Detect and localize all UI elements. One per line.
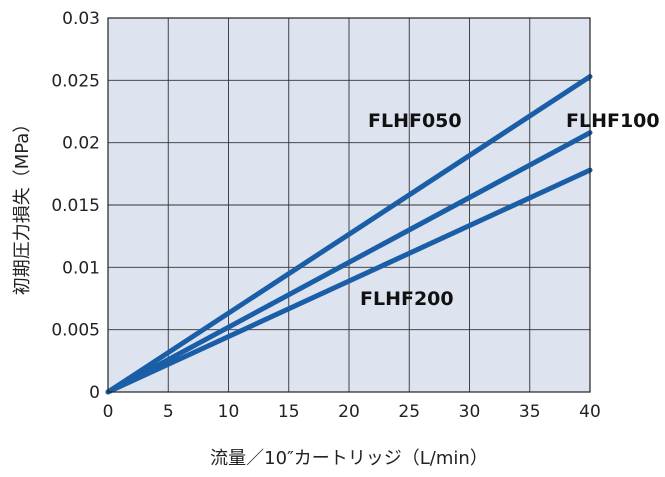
series-label-flhf100: FLHF100: [566, 110, 660, 132]
x-tick-label: 10: [218, 402, 240, 422]
series-line-flhf200: [105, 167, 593, 395]
y-tick-label: 0.03: [62, 9, 100, 29]
y-tick-label: 0.01: [62, 258, 100, 278]
x-tick-label: 0: [103, 402, 114, 422]
y-tick-label: 0.02: [62, 134, 100, 154]
plot-frame: [107, 17, 591, 393]
y-tick-label: 0.025: [51, 71, 100, 91]
y-tick-label: 0.005: [51, 321, 100, 341]
x-tick-label: 40: [579, 402, 601, 422]
y-tick-label: 0.015: [51, 196, 100, 216]
x-tick-label: 15: [278, 402, 300, 422]
series-lines: [105, 74, 593, 395]
series-label-flhf050: FLHF050: [368, 110, 462, 132]
series-label-flhf200: FLHF200: [360, 288, 454, 310]
x-tick-label: 5: [163, 402, 174, 422]
y-axis-title: 初期圧力損失（MPa）: [12, 115, 33, 296]
x-tick-label: 35: [519, 402, 541, 422]
x-tick-label: 30: [459, 402, 481, 422]
y-tick-label: 0: [89, 383, 100, 403]
series-line-flhf050: [105, 74, 593, 395]
x-axis-title: 流量／10″カートリッジ（L/min）: [210, 448, 488, 469]
series-line-flhf100: [105, 130, 593, 395]
x-tick-labels: 0 5 10 15 20 25 30 35 40: [103, 402, 601, 422]
x-tick-label: 25: [398, 402, 420, 422]
x-tick-label: 20: [338, 402, 360, 422]
y-tick-labels: 0 0.005 0.01 0.015 0.02 0.025 0.03: [51, 9, 100, 403]
